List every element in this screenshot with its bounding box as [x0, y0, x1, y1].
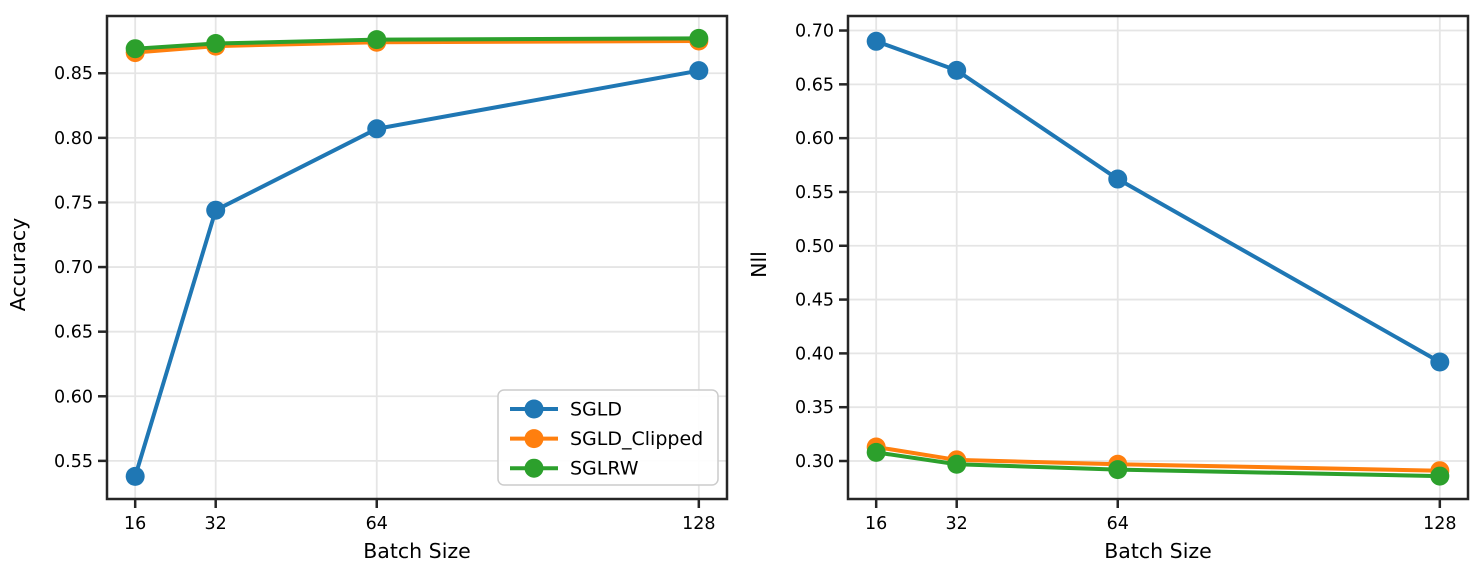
legend-entry-label: SGLRW [570, 458, 639, 480]
x-tick-label: 32 [205, 514, 227, 534]
y-tick-label: 0.65 [54, 323, 93, 343]
legend-marker [524, 399, 544, 419]
series-line-SGLD [133, 68, 701, 479]
series-line-SGLRW [874, 450, 1442, 479]
series-marker-SGLD [1430, 352, 1450, 372]
x-tick-label: 64 [1107, 514, 1129, 534]
series-marker-SGLRW [1108, 460, 1128, 480]
series-line-SGLD_Clipped [133, 38, 701, 55]
y-tick-label: 0.85 [54, 64, 93, 84]
series-marker-SGLD [206, 200, 226, 220]
legend-entry-label: SGLD [570, 399, 622, 421]
x-tick-label: 128 [1423, 514, 1456, 534]
x-tick-label: 16 [865, 514, 887, 534]
series-marker-SGLRW [206, 34, 226, 54]
y-tick-label: 0.75 [54, 193, 93, 213]
series-marker-SGLRW [689, 28, 709, 48]
y-tick-label: 0.55 [54, 452, 93, 472]
x-axis-label: Batch Size [1104, 539, 1212, 563]
y-tick-label: 0.40 [795, 344, 834, 364]
y-tick-label: 0.70 [795, 22, 834, 42]
y-tick-label: 0.70 [54, 258, 93, 278]
y-tick-label: 0.65 [795, 75, 834, 95]
x-tick-label: 128 [682, 514, 715, 534]
axes-spines [105, 14, 729, 501]
series-marker-SGLD [1108, 169, 1128, 189]
y-tick-label: 0.55 [795, 183, 834, 203]
x-tick-label: 32 [946, 514, 968, 534]
y-tick-label: 0.30 [795, 452, 834, 472]
nll-chart: 16 32 64 128 0.30 0.35 0.40 0.45 0.50 0.55 0.60 0.6… [747, 14, 1470, 563]
axes-spines [846, 14, 1470, 501]
y-tick-label: 0.60 [795, 129, 834, 149]
series-marker-SGLD [125, 466, 145, 486]
legend-marker [524, 429, 544, 449]
series-marker-SGLD [367, 119, 387, 139]
y-axis-label: Accuracy [6, 218, 30, 312]
series-line-SGLD [874, 39, 1442, 364]
x-tick-label: 64 [366, 514, 388, 534]
series-marker-SGLRW [1430, 466, 1450, 486]
y-tick-label: 0.45 [795, 291, 834, 311]
series-line-SGLD_Clipped [874, 445, 1442, 473]
legend-box [497, 389, 719, 486]
x-tick-label: 16 [124, 514, 146, 534]
y-tick-label: 0.50 [795, 237, 834, 257]
series-marker-SGLRW [367, 30, 387, 50]
legend-marker [524, 458, 544, 478]
series-marker-SGLRW [125, 39, 145, 59]
y-tick-label: 0.35 [795, 398, 834, 418]
y-tick-label: 0.60 [54, 387, 93, 407]
series-marker-SGLRW [866, 442, 886, 462]
y-tick-label: 0.80 [54, 129, 93, 149]
x-axis-label: Batch Size [363, 539, 471, 563]
series-marker-SGLRW [947, 454, 967, 474]
legend-entry-label: SGLD_Clipped [570, 428, 703, 450]
series-marker-SGLD [866, 31, 886, 51]
accuracy-chart: 16 32 64 128 0.55 0.60 0.65 0.70 0.75 0.80 0.85 Bat… [6, 14, 729, 563]
series-line-SGLRW [133, 36, 701, 51]
y-axis-label: Nll [747, 251, 771, 278]
series-marker-SGLD [947, 60, 967, 80]
series-marker-SGLD [689, 61, 709, 81]
